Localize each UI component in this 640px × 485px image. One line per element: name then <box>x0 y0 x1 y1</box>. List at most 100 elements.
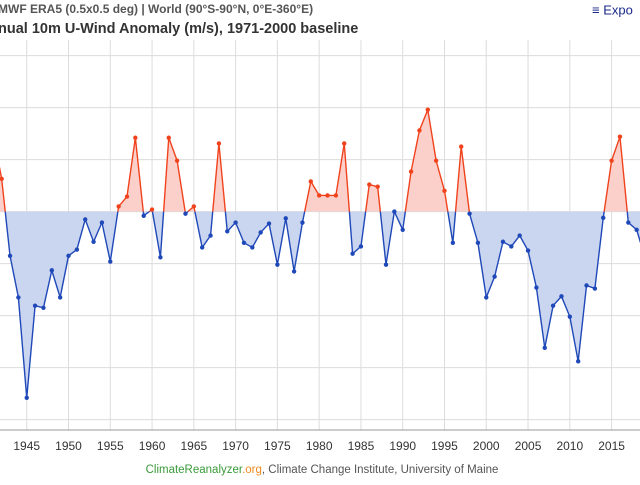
export-menu[interactable]: ≡ Expo <box>592 2 633 17</box>
x-tick-label: 1985 <box>348 439 375 453</box>
point <box>308 179 314 184</box>
point <box>383 262 389 267</box>
point <box>108 259 113 264</box>
point <box>0 176 4 182</box>
area <box>5 211 640 398</box>
point <box>191 204 197 209</box>
source-tld[interactable]: .org <box>242 464 262 476</box>
point <box>216 141 222 146</box>
x-tick-label: 2005 <box>515 439 542 453</box>
point <box>99 220 105 225</box>
chart-subtitle: MWF ERA5 (0.5x0.5 deg) | World (90°S-90°… <box>0 2 313 16</box>
point <box>266 221 272 226</box>
point <box>275 262 280 267</box>
point <box>567 314 573 319</box>
point <box>16 295 21 300</box>
point <box>333 193 339 198</box>
point <box>141 213 146 218</box>
x-tick-label: 1980 <box>306 439 333 453</box>
point <box>525 248 531 253</box>
x-tick-label: 1990 <box>389 439 416 453</box>
point <box>199 245 205 250</box>
x-tick-label: 1965 <box>180 439 207 453</box>
point <box>57 295 63 300</box>
point <box>158 255 163 260</box>
x-tick-label: 1960 <box>139 439 166 453</box>
point <box>174 158 180 163</box>
x-tick-label: 2000 <box>473 439 500 453</box>
point <box>325 193 330 198</box>
point <box>208 233 213 238</box>
x-tick-label: 1995 <box>431 439 458 453</box>
source-site[interactable]: ClimateReanalyzer <box>146 464 243 476</box>
point <box>83 217 88 222</box>
chart-title: nual 10m U-Wind Anomaly (m/s), 1971-2000… <box>0 21 358 37</box>
point <box>342 141 347 146</box>
point <box>442 188 447 193</box>
x-tick-label: 1975 <box>264 439 291 453</box>
point <box>124 194 130 199</box>
point <box>626 220 631 225</box>
point <box>116 204 121 209</box>
point <box>417 128 422 133</box>
point <box>601 215 606 221</box>
point <box>49 268 55 273</box>
point <box>492 274 497 279</box>
point <box>241 240 247 245</box>
source-rest: , Climate Change Institute, University o… <box>262 464 499 476</box>
point <box>149 207 155 212</box>
point <box>183 211 188 216</box>
x-tick-label: 2010 <box>556 439 583 453</box>
point <box>592 286 598 291</box>
point <box>584 283 589 288</box>
point <box>367 182 372 187</box>
point <box>400 227 405 232</box>
point <box>484 295 489 300</box>
point <box>542 345 547 351</box>
x-tick-label: 1950 <box>55 439 82 453</box>
point <box>500 239 506 244</box>
point <box>534 285 539 290</box>
point <box>166 135 171 140</box>
point <box>559 294 564 299</box>
point <box>291 269 297 274</box>
point <box>250 245 255 250</box>
point <box>617 134 623 139</box>
point <box>233 220 238 225</box>
point <box>91 239 96 244</box>
point <box>300 220 305 225</box>
point <box>517 233 522 238</box>
point <box>433 158 439 163</box>
x-tick-label: 1955 <box>97 439 124 453</box>
point <box>575 359 581 364</box>
point <box>467 211 472 216</box>
point <box>133 135 138 140</box>
point <box>475 240 481 245</box>
x-tick-label: 2015 <box>598 439 625 453</box>
point <box>408 169 414 174</box>
point <box>258 230 263 235</box>
point <box>450 240 456 245</box>
point <box>66 253 71 258</box>
point <box>24 395 29 400</box>
x-tick-label: 1970 <box>222 439 249 453</box>
point <box>32 303 38 308</box>
point <box>609 158 614 163</box>
point <box>41 305 46 310</box>
point <box>283 216 288 221</box>
x-tick-label: 1945 <box>13 439 40 453</box>
point <box>425 107 430 112</box>
point <box>225 229 230 234</box>
point <box>316 193 322 198</box>
point <box>350 251 355 256</box>
point <box>358 244 364 249</box>
point <box>74 247 80 252</box>
point <box>509 244 514 249</box>
point <box>550 303 556 308</box>
source: ClimateReanalyzer.org, Climate Change In… <box>146 464 499 476</box>
point <box>375 184 380 189</box>
point <box>459 144 464 149</box>
point <box>7 253 13 258</box>
point <box>634 227 639 232</box>
